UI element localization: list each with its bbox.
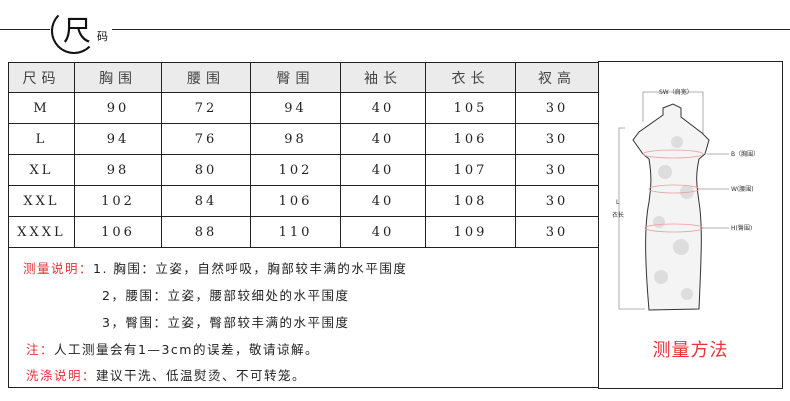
- title-big: 尺: [63, 14, 92, 47]
- label-l: L: [616, 199, 620, 206]
- dress-outline: [632, 103, 710, 311]
- size-cell: M: [8, 92, 75, 124]
- measurement-cell: 40: [340, 154, 426, 186]
- measurement-cell: 110: [250, 216, 341, 248]
- dress-diagram: SW（肩宽） B（胸围） W(腰围) H(臀围) L 衣长: [612, 88, 759, 311]
- col-header: 尺码: [8, 62, 75, 93]
- dress-floral-pattern: [653, 136, 694, 300]
- notes-section: 测量说明：1. 胸围：立姿，自然呼吸，胸部较丰满的水平围度 2，腰围：立姿，腰部…: [8, 247, 599, 388]
- measurement-cell: 80: [161, 154, 251, 186]
- measurement-cell: 105: [425, 92, 516, 124]
- measurement-cell: 84: [161, 185, 251, 217]
- col-header: 胸围: [74, 62, 162, 93]
- measurement-cell: 72: [161, 92, 251, 124]
- label-h: H(臀围): [731, 225, 752, 232]
- measurement-cell: 88: [161, 216, 251, 248]
- table-header-row: 尺码 胸围 腰围 臀围 袖长 衣长 衩高: [8, 62, 599, 93]
- measurement-cell: 30: [515, 185, 599, 217]
- table-row: XXXL 106 88 110 40 109 30: [8, 216, 599, 248]
- measurement-cell: 107: [425, 154, 516, 186]
- size-cell: XXXL: [8, 216, 75, 248]
- wash-text: 建议干洗、低温熨烫、不可转笼。: [96, 368, 307, 383]
- measurement-method-title: 测量方法: [652, 340, 729, 361]
- header-rule-right: [112, 29, 790, 30]
- note-text: 人工测量会有1—3cm的误差，敬请谅解。: [54, 342, 319, 357]
- measurement-cell: 30: [515, 154, 599, 186]
- measurement-cell: 40: [340, 92, 426, 124]
- measurement-cell: 106: [74, 216, 162, 248]
- col-header: 腰围: [161, 62, 251, 93]
- measurement-cell: 102: [74, 185, 162, 217]
- col-header: 袖长: [340, 62, 426, 93]
- measurement-cell: 94: [74, 123, 162, 155]
- measurement-cell: 76: [161, 123, 251, 155]
- header-rule-left: [0, 29, 50, 30]
- title-circle-decoration: [51, 8, 97, 54]
- size-cell: XL: [8, 154, 75, 186]
- measure-item: 3，臀围：立姿，臀部较丰满的水平围度: [102, 315, 350, 330]
- col-header: 衩高: [515, 62, 599, 93]
- table-row: XL 98 80 102 40 107 30: [8, 154, 599, 186]
- table-row: M 90 72 94 40 105 30: [8, 92, 599, 124]
- size-cell: L: [8, 123, 75, 155]
- label-sw: SW（肩宽）: [659, 88, 693, 96]
- measurement-cell: 94: [250, 92, 341, 124]
- measurement-cell: 108: [425, 185, 516, 217]
- measurement-cell: 40: [340, 123, 426, 155]
- measurement-cell: 40: [340, 216, 426, 248]
- col-header: 臀围: [250, 62, 341, 93]
- measurement-cell: 106: [250, 185, 341, 217]
- measurement-cell: 30: [515, 92, 599, 124]
- table-row: L 94 76 98 40 106 30: [8, 123, 599, 155]
- title-small: 码: [97, 30, 108, 43]
- label-l-cn: 衣长: [612, 211, 624, 219]
- measurement-cell: 90: [74, 92, 162, 124]
- measure-item: 1. 胸围：立姿，自然呼吸，胸部较丰满的水平围度: [93, 261, 408, 276]
- label-b: B（胸围）: [731, 150, 759, 158]
- measurement-cell: 109: [425, 216, 516, 248]
- length-bracket: [618, 127, 645, 310]
- size-cell: XXL: [8, 185, 75, 217]
- measurement-cell: 102: [250, 154, 341, 186]
- label-w: W(腰围): [731, 186, 754, 193]
- size-table: 尺码 胸围 腰围 臀围 袖长 衣长 衩高 M 90 72 94 40 105 30 L 94 76…: [8, 62, 599, 248]
- measurement-cell: 40: [340, 185, 426, 217]
- measurement-panel: SW（肩宽） B（胸围） W(腰围) H(臀围) L 衣长 测量方法: [598, 61, 783, 389]
- note-label: 注：: [26, 342, 55, 357]
- sw-bracket: [642, 91, 704, 137]
- measurement-cell: 98: [74, 154, 162, 186]
- wash-label: 洗涤说明：: [26, 368, 97, 383]
- col-header: 衣长: [425, 62, 516, 93]
- table-row: XXL 102 84 106 40 108 30: [8, 185, 599, 217]
- measurement-cell: 98: [250, 123, 341, 155]
- measure-item: 2，腰围：立姿，腰部较细处的水平围度: [102, 288, 350, 303]
- measure-label: 测量说明：: [23, 261, 94, 276]
- measurement-cell: 30: [515, 216, 599, 248]
- measurement-cell: 30: [515, 123, 599, 155]
- measurement-cell: 106: [425, 123, 516, 155]
